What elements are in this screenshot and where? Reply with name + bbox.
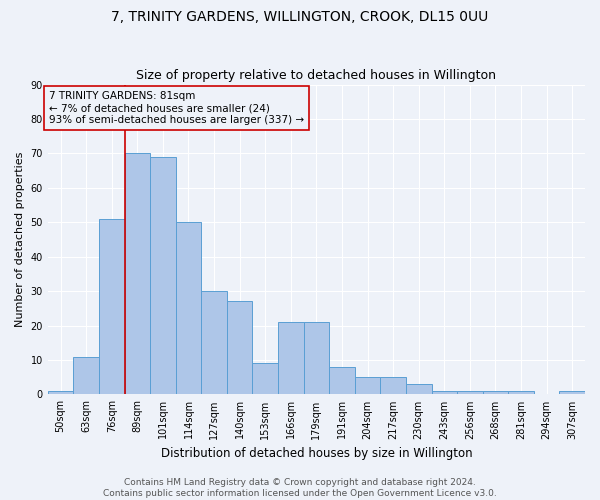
Bar	[380, 377, 406, 394]
Bar	[278, 322, 304, 394]
Bar	[201, 291, 227, 395]
Bar	[176, 222, 201, 394]
Title: Size of property relative to detached houses in Willington: Size of property relative to detached ho…	[136, 69, 496, 82]
Bar	[559, 391, 585, 394]
Bar	[99, 219, 125, 394]
X-axis label: Distribution of detached houses by size in Willington: Distribution of detached houses by size …	[161, 447, 472, 460]
Text: Contains HM Land Registry data © Crown copyright and database right 2024.
Contai: Contains HM Land Registry data © Crown c…	[103, 478, 497, 498]
Bar	[329, 367, 355, 394]
Bar	[482, 391, 508, 394]
Bar	[48, 391, 73, 394]
Y-axis label: Number of detached properties: Number of detached properties	[15, 152, 25, 327]
Bar	[125, 154, 150, 394]
Bar	[431, 391, 457, 394]
Bar	[227, 302, 253, 394]
Bar	[73, 356, 99, 395]
Bar	[355, 377, 380, 394]
Text: 7, TRINITY GARDENS, WILLINGTON, CROOK, DL15 0UU: 7, TRINITY GARDENS, WILLINGTON, CROOK, D…	[112, 10, 488, 24]
Bar	[508, 391, 534, 394]
Bar	[406, 384, 431, 394]
Text: 7 TRINITY GARDENS: 81sqm
← 7% of detached houses are smaller (24)
93% of semi-de: 7 TRINITY GARDENS: 81sqm ← 7% of detache…	[49, 92, 304, 124]
Bar	[457, 391, 482, 394]
Bar	[304, 322, 329, 394]
Bar	[253, 364, 278, 394]
Bar	[150, 157, 176, 394]
